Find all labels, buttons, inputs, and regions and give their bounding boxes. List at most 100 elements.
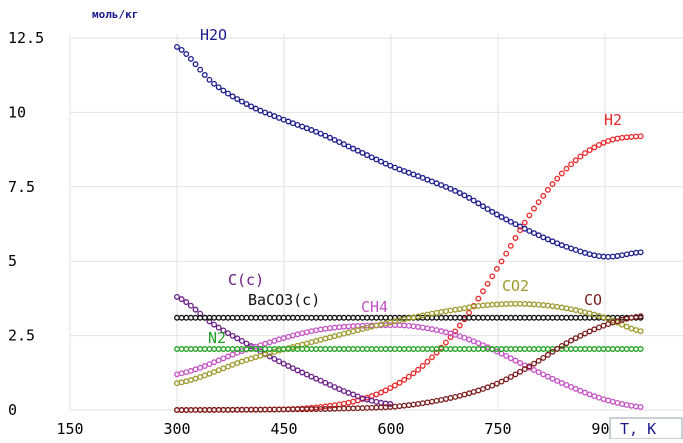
data-point-ch4 xyxy=(456,333,463,340)
data-point-h2o xyxy=(317,130,324,137)
data-point-n2 xyxy=(354,346,361,352)
data-point-co2 xyxy=(493,301,500,308)
data-point-ch4 xyxy=(591,393,598,400)
data-point-baco3-c xyxy=(340,314,347,321)
data-point-h2o xyxy=(206,76,213,83)
data-point-c-c xyxy=(322,379,329,386)
data-point-h2o xyxy=(373,156,380,163)
data-point-h2o xyxy=(623,251,630,258)
data-point-c-c xyxy=(313,375,320,382)
data-point-co2 xyxy=(243,357,250,363)
data-point-h2o xyxy=(262,109,269,116)
data-point-co xyxy=(415,400,422,407)
y-tick-label: 10 xyxy=(8,103,26,121)
series-co2 xyxy=(174,300,644,387)
data-point-h2 xyxy=(456,322,463,329)
data-point-h2 xyxy=(554,175,561,182)
data-point-h2 xyxy=(475,295,482,302)
data-point-n2 xyxy=(461,346,468,352)
data-point-co2 xyxy=(456,306,463,313)
data-point-ch4 xyxy=(582,389,588,396)
data-point-n2 xyxy=(382,346,389,352)
data-point-co xyxy=(484,384,491,391)
data-point-c-c xyxy=(289,365,296,372)
data-point-co xyxy=(568,337,575,344)
series-label-c-c: C(c) xyxy=(228,271,264,289)
data-point-co xyxy=(368,404,375,411)
data-point-baco3-c xyxy=(229,314,236,321)
data-point-h2 xyxy=(521,219,528,226)
data-point-c-c xyxy=(266,353,273,360)
data-point-co xyxy=(424,399,431,406)
data-point-baco3-c xyxy=(364,314,371,321)
data-point-h2 xyxy=(577,153,584,160)
data-point-baco3-c xyxy=(521,314,528,321)
data-point-c-c xyxy=(303,371,310,378)
y-tick-label: 0 xyxy=(8,401,17,419)
data-point-n2 xyxy=(415,346,422,352)
data-point-ch4 xyxy=(619,401,626,407)
data-point-baco3-c xyxy=(493,314,500,321)
data-point-h2o xyxy=(512,221,519,228)
data-point-n2 xyxy=(475,346,482,352)
data-point-co2 xyxy=(503,301,510,307)
data-point-co2 xyxy=(558,304,565,311)
data-point-h2o xyxy=(197,66,204,73)
data-point-h2o xyxy=(433,180,440,187)
data-point-ch4 xyxy=(572,385,579,392)
data-point-co2 xyxy=(447,307,454,314)
data-point-baco3-c xyxy=(294,314,301,321)
data-point-co xyxy=(442,396,449,402)
data-point-h2o xyxy=(183,51,190,57)
data-point-baco3-c xyxy=(512,314,519,321)
data-point-co2 xyxy=(192,375,199,382)
data-point-co2 xyxy=(623,323,630,330)
data-point-ch4 xyxy=(498,350,505,357)
data-point-ch4 xyxy=(401,322,408,329)
data-point-n2 xyxy=(364,346,371,352)
data-point-ch4 xyxy=(623,401,630,408)
data-point-baco3-c xyxy=(433,314,440,321)
data-point-baco3-c xyxy=(558,314,565,321)
data-point-co2 xyxy=(549,303,556,310)
series-label-co2: CO2 xyxy=(502,277,529,295)
data-point-c-c xyxy=(336,386,343,393)
data-point-ch4 xyxy=(197,364,204,371)
series-c-c xyxy=(174,293,394,407)
data-point-n2 xyxy=(350,346,357,352)
data-point-co xyxy=(447,395,454,401)
series-label-n2: N2 xyxy=(208,329,226,347)
data-point-baco3-c xyxy=(183,314,190,321)
data-point-co2 xyxy=(540,302,547,309)
data-point-n2 xyxy=(340,346,347,352)
data-point-n2 xyxy=(609,346,616,352)
data-point-h2 xyxy=(568,161,575,168)
series-label-baco3-c: BaCO3(c) xyxy=(248,291,320,309)
data-point-h2 xyxy=(480,288,486,295)
data-point-ch4 xyxy=(187,367,194,374)
data-point-h2o xyxy=(419,174,426,181)
data-point-h2o xyxy=(475,200,482,207)
data-point-n2 xyxy=(424,346,431,352)
data-point-co2 xyxy=(322,335,329,342)
data-point-baco3-c xyxy=(285,314,292,321)
data-point-n2 xyxy=(192,346,199,352)
data-point-h2 xyxy=(503,250,510,257)
data-point-n2 xyxy=(595,346,602,352)
data-point-h2o xyxy=(480,203,486,210)
data-point-ch4 xyxy=(220,355,227,362)
data-point-n2 xyxy=(614,346,621,352)
data-point-ch4 xyxy=(461,334,468,341)
data-point-h2o xyxy=(174,43,180,50)
data-point-n2 xyxy=(456,346,463,352)
data-point-co2 xyxy=(433,309,440,316)
data-point-ch4 xyxy=(470,338,477,345)
data-point-co xyxy=(572,335,579,342)
series-n2 xyxy=(174,346,644,352)
data-point-baco3-c xyxy=(582,314,588,321)
data-point-n2 xyxy=(447,346,454,352)
data-point-ch4 xyxy=(544,373,551,380)
data-point-h2 xyxy=(535,199,542,206)
data-point-c-c xyxy=(234,335,241,342)
data-point-n2 xyxy=(317,346,324,352)
